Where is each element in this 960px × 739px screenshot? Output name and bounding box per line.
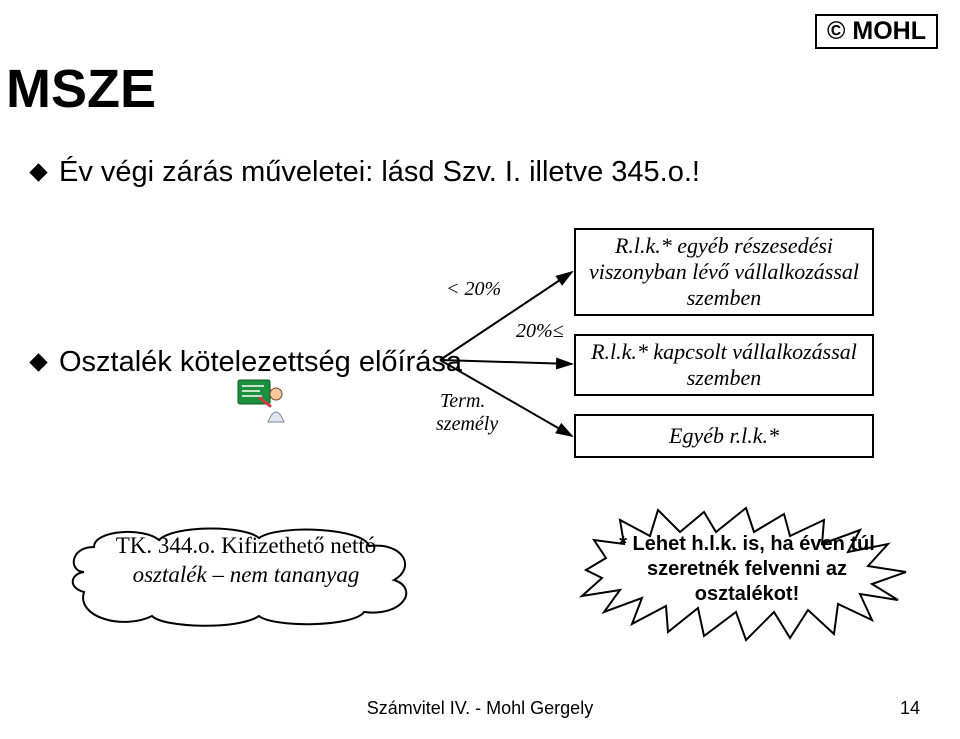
tk-line2: osztalék – nem tananyag: [133, 562, 360, 587]
star-callout-text: * Lehet h.l.k. is, ha éven túl szeretnék…: [612, 532, 882, 607]
copyright-badge: © MOHL: [815, 14, 938, 49]
footer-text: Számvitel IV. - Mohl Gergely: [0, 698, 960, 719]
edge-label-term-2: személy: [436, 413, 498, 436]
bullet-2-text: Osztalék kötelezettség előírása: [59, 346, 462, 379]
edge-label-term-1: Term.: [440, 390, 485, 413]
bullet-diamond-icon: [29, 163, 47, 181]
slide-stage: © MOHL MSZE Év végi zárás műveletei: lás…: [0, 0, 960, 739]
page-title: MSZE: [6, 62, 156, 116]
tk-line1: TK. 344.o. Kifizethető nettó: [116, 533, 377, 558]
flow-box-c: Egyéb r.l.k.*: [574, 414, 874, 458]
bullet-diamond-icon: [29, 353, 47, 371]
bullet-row-2: Osztalék kötelezettség előírása: [32, 346, 462, 379]
edge-label-lt20: < 20%: [446, 278, 501, 301]
bullet-row-1: Év végi zárás műveletei: lásd Szv. I. il…: [32, 156, 700, 189]
teacher-icon: [236, 378, 290, 426]
flow-box-b: R.l.k.* kapcsolt vállalkozással szemben: [574, 334, 874, 396]
star-lead: * Lehet h.l.k. is, ha éven túl szeretnék…: [619, 533, 875, 605]
page-number: 14: [900, 698, 920, 719]
bullet-1-text: Év végi zárás műveletei: lásd Szv. I. il…: [59, 156, 700, 189]
flow-box-a: R.l.k.* egyéb részesedési viszonyban lév…: [574, 228, 874, 316]
edge-label-ge20: 20%≤: [516, 320, 564, 343]
tk-callout-text: TK. 344.o. Kifizethető nettó osztalék – …: [106, 532, 386, 590]
